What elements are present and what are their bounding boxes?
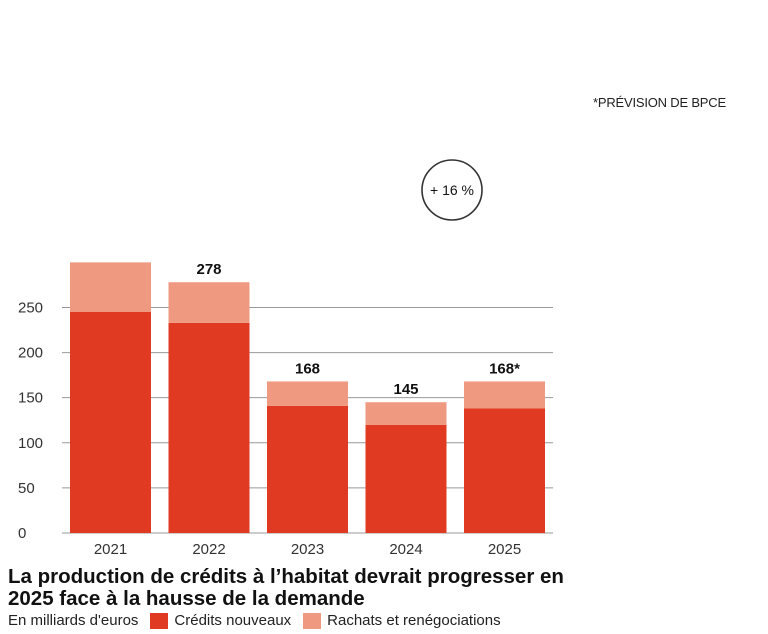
x-tick-label-2022: 2022: [192, 541, 225, 558]
bar-2024-new: [365, 424, 447, 533]
y-tick-label: 200: [18, 345, 43, 362]
bar-2022-refi: [168, 282, 250, 323]
legend-label-new: Crédits nouveaux: [174, 612, 292, 629]
annotation-label: + 16 %: [430, 182, 474, 198]
labels: 0 50 100 150 200 250 2021 278 2022 168 2023 145 2024…: [18, 261, 521, 558]
annotation-circle: + 16 %: [421, 159, 483, 221]
total-label-2024: 145: [393, 381, 418, 398]
total-label-2022: 278: [196, 261, 221, 278]
y-tick-label: 50: [18, 480, 35, 497]
total-label-2025: 168*: [489, 360, 520, 377]
bar-2025-new: [464, 408, 545, 533]
x-tick-label-2024: 2024: [389, 541, 422, 558]
legend-swatch-new: [150, 612, 169, 629]
legend: En milliards d'euros Crédits nouveaux Ra…: [8, 612, 501, 629]
bar-2023-new: [267, 405, 348, 533]
y-tick-label: 100: [18, 435, 43, 452]
bar-2023-refi: [267, 381, 348, 406]
legend-item-new: Crédits nouveaux: [150, 612, 291, 629]
bar-2022-new: [168, 322, 250, 533]
y-tick-label: 250: [18, 299, 43, 316]
x-tick-label-2025: 2025: [488, 541, 521, 558]
chart-area: 0 50 100 150 200 250 2021 278 2022 168 2023 145 2024…: [18, 159, 553, 558]
forecast-note: *PRÉVISION DE BPCE: [593, 95, 726, 110]
legend-swatch-refi: [303, 612, 322, 629]
x-tick-label-2023: 2023: [291, 541, 324, 558]
bar-2021-refi: [70, 262, 151, 312]
x-tick-label-2021: 2021: [94, 541, 127, 558]
unit-label: En milliards d'euros: [8, 612, 139, 629]
y-tick-label: 150: [18, 390, 43, 407]
legend-item-refi: Rachats et renégociations: [303, 612, 501, 629]
bar-2024-refi: [365, 402, 447, 425]
legend-label-refi: Rachats et renégociations: [327, 612, 501, 629]
bars: [70, 262, 545, 533]
bar-2021-new: [70, 311, 151, 533]
bar-2025-refi: [464, 381, 545, 409]
chart-title: La production de crédits à l’habitat dev…: [8, 565, 564, 610]
y-tick-label: 0: [18, 525, 26, 542]
total-label-2023: 168: [295, 360, 320, 377]
